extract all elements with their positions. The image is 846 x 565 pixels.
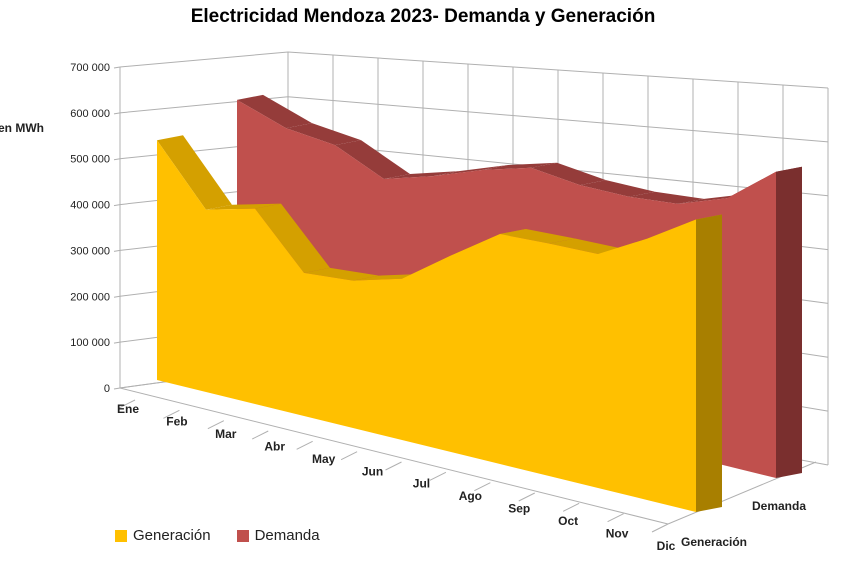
- area-side-face: [696, 214, 722, 512]
- x-tick-label: Abr: [264, 439, 285, 453]
- chart-title: Electricidad Mendoza 2023- Demanda y Gen…: [190, 6, 656, 27]
- area-top-face: [500, 229, 575, 244]
- y-tick-mark: [113, 66, 121, 69]
- area-top-face: [255, 203, 330, 273]
- x-tick-mark: [607, 513, 624, 523]
- area-top-face: [629, 191, 704, 204]
- depth-label-demanda: Demanda: [752, 499, 806, 513]
- x-tick-mark: [518, 492, 535, 502]
- series-generación: [157, 135, 722, 513]
- x-tick-label: Mar: [215, 427, 237, 441]
- area-front-face: [157, 140, 696, 513]
- y-tick-label: 400 000: [70, 200, 110, 212]
- area-top-face: [580, 180, 655, 197]
- legend-swatch-generacion: [115, 529, 127, 542]
- y-tick-label: 100 000: [70, 337, 110, 349]
- area-top-face: [206, 203, 281, 210]
- x-tick-label: May: [312, 452, 336, 466]
- y-tick-mark: [113, 387, 121, 390]
- area-top-face: [433, 165, 508, 177]
- x-tick-label: Oct: [558, 514, 578, 528]
- x-tick-label: Nov: [606, 527, 629, 541]
- area-top-face: [335, 140, 410, 180]
- x-tick-mark: [340, 451, 358, 461]
- gridline: [119, 96, 829, 143]
- legend-label-demanda: Demanda: [254, 527, 320, 544]
- area-top-face: [482, 162, 557, 171]
- legend: Generación Demanda: [115, 527, 320, 544]
- x-tick-label: Feb: [166, 414, 187, 428]
- x-tick-mark: [562, 502, 580, 512]
- legend-item-demanda: Demanda: [236, 527, 320, 544]
- x-tick-mark: [429, 471, 447, 481]
- area-top-face: [304, 267, 379, 281]
- x-tick-mark: [651, 523, 669, 533]
- x-tick-label: Ene: [117, 402, 139, 416]
- area-side-face: [776, 166, 802, 478]
- x-tick-label: Dic: [657, 539, 676, 553]
- x-tick-mark: [252, 430, 269, 440]
- area-top-face: [157, 135, 232, 210]
- x-tick-mark: [118, 399, 136, 409]
- area-top-face: [549, 238, 624, 254]
- legend-swatch-demanda: [236, 529, 249, 542]
- y-tick-label: 500 000: [70, 154, 110, 166]
- x-tick-mark: [474, 482, 491, 492]
- y-axis-label: en MWh: [0, 121, 44, 135]
- x-tick-mark: [385, 461, 402, 471]
- y-tick-label: 200 000: [70, 291, 110, 303]
- x-tick-label: Sep: [508, 502, 530, 516]
- x-tick-label: Jul: [413, 477, 430, 491]
- area-top-face: [384, 171, 459, 180]
- area-top-face: [286, 123, 361, 146]
- x-tick-mark: [296, 440, 313, 450]
- y-tick-label: 700 000: [70, 62, 110, 74]
- y-tick-mark: [113, 295, 121, 298]
- area-top-face: [531, 162, 606, 186]
- gridline: [119, 51, 829, 89]
- x-tick-label: Jun: [362, 464, 383, 478]
- x-axis-line: [119, 387, 669, 525]
- y-tick-label: 600 000: [70, 108, 110, 120]
- x-tick-label: Ago: [459, 489, 482, 503]
- x-tick-mark: [163, 409, 180, 419]
- y-tick-mark: [113, 112, 121, 115]
- legend-item-generacion: Generación: [115, 527, 211, 544]
- depth-label-generacion: Generación: [681, 535, 747, 549]
- y-tick-label: 300 000: [70, 245, 110, 257]
- y-tick-mark: [113, 249, 121, 252]
- x-tick-mark: [207, 420, 225, 430]
- y-tick-mark: [113, 204, 121, 207]
- area-top-face: [237, 94, 312, 129]
- legend-label-generacion: Generación: [133, 527, 211, 544]
- y-tick-mark: [113, 158, 121, 161]
- y-tick-mark: [113, 341, 121, 344]
- y-tick-label: 0: [104, 383, 110, 395]
